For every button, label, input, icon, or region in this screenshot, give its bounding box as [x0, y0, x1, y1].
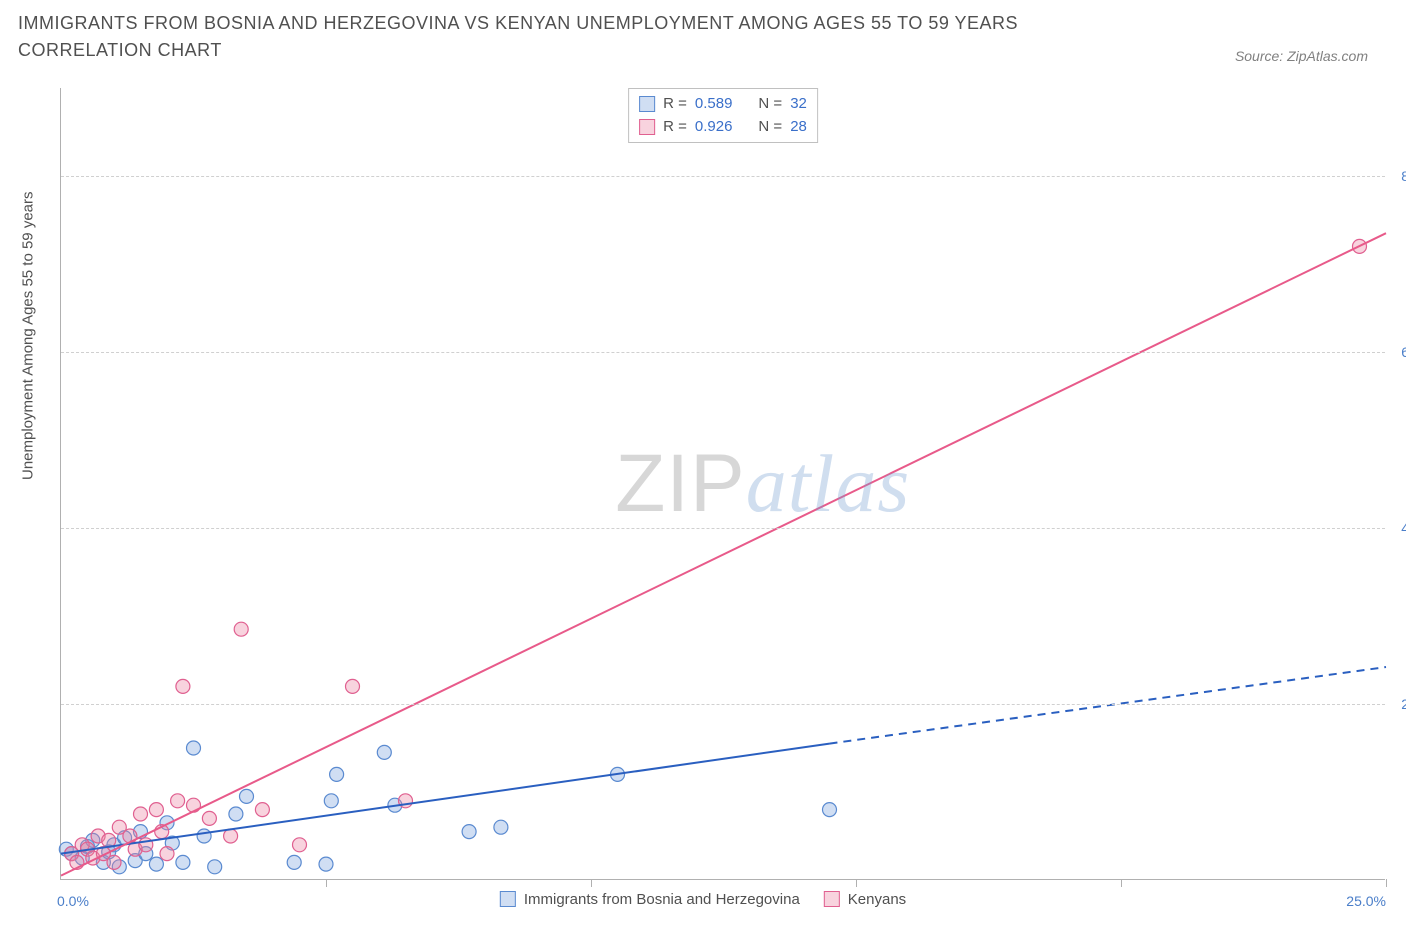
- x-tick: [1121, 879, 1122, 887]
- scatter-point: [107, 855, 121, 869]
- scatter-point: [176, 855, 190, 869]
- grid-line: [61, 704, 1385, 705]
- scatter-point: [462, 825, 476, 839]
- legend-label-pink: Kenyans: [848, 891, 906, 908]
- scatter-point: [197, 829, 211, 843]
- legend-bottom: Immigrants from Bosnia and Herzegovina K…: [500, 886, 906, 912]
- chart-title: IMMIGRANTS FROM BOSNIA AND HERZEGOVINA V…: [18, 10, 1118, 64]
- scatter-point: [202, 811, 216, 825]
- y-tick-label: 80.0%: [1401, 168, 1406, 184]
- scatter-point: [208, 860, 222, 874]
- chart-plot-area: ZIPatlas R = 0.589 N = 32 R = 0.926 N = …: [60, 88, 1385, 880]
- r-value-pink: 0.926: [695, 116, 733, 139]
- chart-header: IMMIGRANTS FROM BOSNIA AND HERZEGOVINA V…: [18, 10, 1388, 64]
- scatter-point: [287, 855, 301, 869]
- scatter-point: [324, 794, 338, 808]
- scatter-point: [377, 745, 391, 759]
- legend-label-blue: Immigrants from Bosnia and Herzegovina: [524, 891, 800, 908]
- y-tick-label: 60.0%: [1401, 344, 1406, 360]
- legend-swatch-blue: [500, 891, 516, 907]
- r-label: R =: [663, 93, 687, 116]
- scatter-point: [319, 857, 333, 871]
- trend-line-extrapolated: [830, 667, 1387, 744]
- scatter-point: [240, 789, 254, 803]
- scatter-point: [494, 820, 508, 834]
- n-label: N =: [758, 116, 782, 139]
- scatter-point: [346, 679, 360, 693]
- grid-line: [61, 176, 1385, 177]
- x-tick-label: 0.0%: [57, 893, 89, 909]
- r-value-blue: 0.589: [695, 93, 733, 116]
- legend-swatch-pink: [824, 891, 840, 907]
- scatter-point: [187, 741, 201, 755]
- legend-stats-box: R = 0.589 N = 32 R = 0.926 N = 28: [628, 88, 818, 143]
- x-tick: [1386, 879, 1387, 887]
- source-attribution: Source: ZipAtlas.com: [1235, 48, 1368, 64]
- scatter-point: [234, 622, 248, 636]
- trend-line: [61, 233, 1386, 875]
- x-tick-label: 25.0%: [1346, 893, 1386, 909]
- n-value-blue: 32: [790, 93, 807, 116]
- scatter-point: [255, 803, 269, 817]
- x-tick: [326, 879, 327, 887]
- scatter-point: [134, 807, 148, 821]
- legend-swatch-pink: [639, 119, 655, 135]
- legend-item-pink: Kenyans: [824, 891, 906, 908]
- legend-stats-row-blue: R = 0.589 N = 32: [639, 93, 807, 116]
- scatter-point: [187, 798, 201, 812]
- scatter-point: [229, 807, 243, 821]
- y-tick-label: 20.0%: [1401, 696, 1406, 712]
- n-value-pink: 28: [790, 116, 807, 139]
- scatter-point: [330, 767, 344, 781]
- legend-item-blue: Immigrants from Bosnia and Herzegovina: [500, 891, 800, 908]
- grid-line: [61, 528, 1385, 529]
- y-axis-title: Unemployment Among Ages 55 to 59 years: [20, 191, 37, 480]
- scatter-point: [149, 857, 163, 871]
- scatter-point: [176, 679, 190, 693]
- legend-stats-row-pink: R = 0.926 N = 28: [639, 116, 807, 139]
- n-label: N =: [758, 93, 782, 116]
- scatter-point: [160, 847, 174, 861]
- grid-line: [61, 352, 1385, 353]
- scatter-point: [293, 838, 307, 852]
- scatter-point: [224, 829, 238, 843]
- scatter-point: [171, 794, 185, 808]
- scatter-point: [149, 803, 163, 817]
- y-tick-label: 40.0%: [1401, 520, 1406, 536]
- scatter-plot-svg: [61, 88, 1385, 879]
- r-label: R =: [663, 116, 687, 139]
- legend-swatch-blue: [639, 96, 655, 112]
- scatter-point: [823, 803, 837, 817]
